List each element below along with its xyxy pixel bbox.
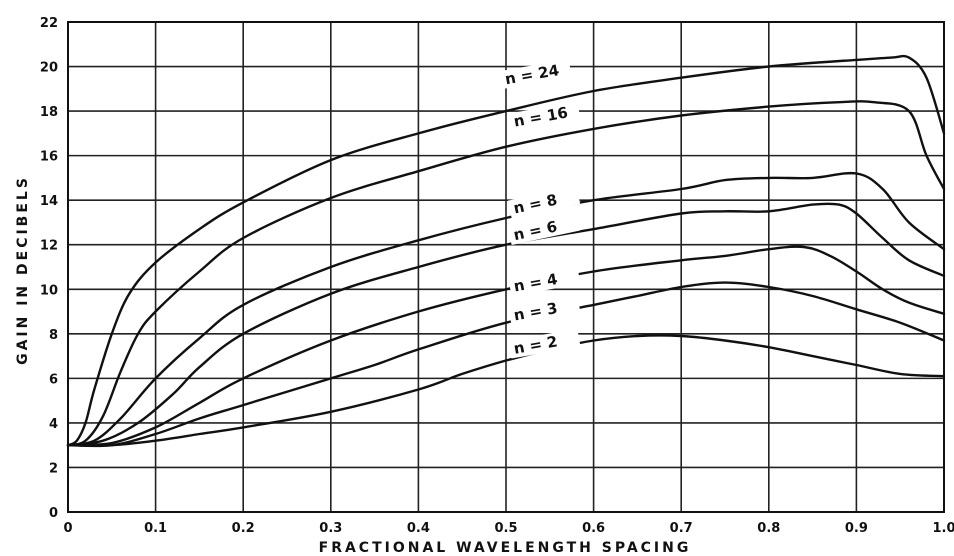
series-label-bg	[499, 59, 572, 89]
series-label: n = 3	[512, 299, 559, 324]
x-tick-label: 0.3	[319, 521, 342, 536]
series-label-bg	[508, 266, 581, 297]
series-label-group: n = 4	[508, 266, 581, 297]
series-label-group: n = 6	[507, 212, 581, 246]
x-tick-label: 0.2	[232, 521, 255, 536]
series-line	[66, 100, 946, 447]
series-label-group: n = 3	[508, 295, 581, 326]
x-tick-label: 0.4	[407, 521, 430, 536]
x-tick-label: 0.8	[757, 521, 780, 536]
x-tick-label: 0.1	[144, 521, 167, 536]
series-label: n = 2	[512, 332, 559, 357]
x-tick-label: 0.7	[670, 521, 693, 536]
x-tick-label: 0.5	[494, 521, 517, 536]
series-label-bg	[507, 186, 581, 219]
grid	[67, 21, 945, 513]
tick-labels: 0 0.1 0.2 0.3 0.4 0.5 0.6 0.7 0.8 0.9 1.0 0 2 4 6 8 10 12…	[40, 16, 954, 536]
y-tick-label: 18	[40, 105, 58, 120]
series-label: n = 24	[504, 61, 561, 88]
series-label-group: n = 24	[499, 59, 572, 89]
plot-frame	[67, 21, 945, 513]
y-tick-label: 20	[40, 61, 58, 76]
y-tick-label: 2	[49, 461, 58, 476]
y-tick-label: 12	[40, 239, 58, 254]
y-tick-label: 8	[49, 328, 58, 343]
series-line	[66, 54, 946, 447]
y-tick-label: 6	[49, 372, 58, 387]
y-tick-label: 16	[40, 150, 58, 165]
series-line	[66, 202, 946, 447]
y-axis-title: GAIN IN DECIBELS	[15, 175, 31, 365]
series-label-bg	[508, 328, 581, 359]
series-label-group: n = 16	[508, 101, 581, 132]
y-tick-label: 22	[40, 16, 58, 31]
x-axis-title: FRACTIONAL WAVELENGTH SPACING	[319, 540, 692, 556]
series-label-bg	[507, 212, 581, 246]
y-tick-label: 0	[49, 506, 58, 521]
y-tick-label: 14	[40, 194, 58, 209]
x-tick-label: 0.9	[845, 521, 868, 536]
y-tick-label: 10	[40, 283, 58, 298]
series-line	[66, 245, 946, 447]
series-label: n = 4	[512, 270, 559, 295]
series-label-bg	[508, 101, 581, 132]
y-tick-label: 4	[49, 417, 58, 432]
series-label: n = 8	[512, 191, 559, 218]
x-tick-label: 0	[63, 521, 72, 536]
x-tick-label: 1.0	[932, 521, 954, 536]
series-label-bg	[508, 295, 581, 326]
series-label-group: n = 8	[507, 186, 581, 219]
series-labels: n = 24 n = 16 n = 8n = 6 n = 4 n = 3 n = 2	[499, 59, 581, 359]
x-tick-label: 0.6	[582, 521, 605, 536]
